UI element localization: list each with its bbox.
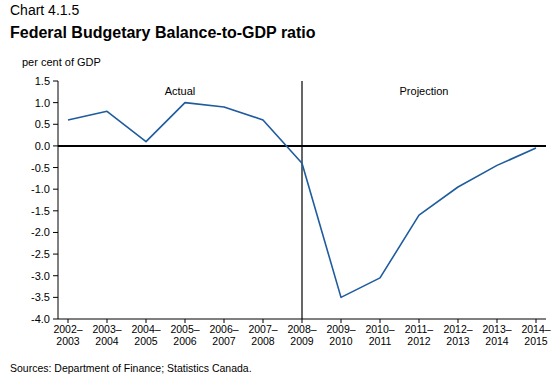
x-tick-label: 2006–2007	[209, 323, 238, 347]
x-tick-label-line: 2007	[212, 335, 236, 347]
y-tick-label: 0.0	[35, 140, 50, 152]
x-tick-label-line: 2013–	[482, 323, 511, 335]
x-tick-label: 2007–2008	[248, 323, 277, 347]
x-tick-label-line: 2009–	[326, 323, 355, 335]
annotation: Projection	[400, 85, 449, 97]
divider	[301, 81, 302, 319]
x-tick-label-line: 2007–	[248, 323, 277, 335]
y-axis-label: per cent of GDP	[22, 56, 101, 68]
x-tick-label-line: 2012–	[443, 323, 472, 335]
x-tick-label-line: 2005–	[170, 323, 199, 335]
y-tick	[53, 297, 58, 298]
x-tick-label: 2009–2010	[326, 323, 355, 347]
x-tick-label-line: 2015	[524, 335, 548, 347]
y-tick-label: 1.0	[35, 97, 50, 109]
x-tick-label-line: 2006	[173, 335, 197, 347]
x-tick-label-line: 2008–	[287, 323, 316, 335]
y-tick	[53, 145, 58, 146]
x-tick-label-line: 2013	[446, 335, 470, 347]
title: Federal Budgetary Balance-to-GDP ratio	[10, 24, 316, 41]
y-tick-label: -2.5	[31, 248, 50, 260]
x-tick-label-line: 2011–	[405, 323, 434, 335]
x-tick-label-line: 2008	[251, 335, 275, 347]
y-tick	[53, 167, 58, 168]
y-tick	[53, 232, 58, 233]
x-tick-label-line: 2004	[95, 335, 119, 347]
data-line	[68, 103, 536, 298]
x-tick-label: 2012–2013	[443, 323, 472, 347]
y-tick	[53, 189, 58, 190]
x-tick-label: 2004–2005	[131, 323, 160, 347]
y-tick	[53, 81, 58, 82]
x-tick-label: 2005–2006	[170, 323, 199, 347]
y-tick	[53, 275, 58, 276]
y-tick-label: -3.0	[31, 270, 50, 282]
y-tick	[53, 102, 58, 103]
x-tick-label-line: 2014–	[521, 323, 550, 335]
x-tick-label-line: 2006–	[209, 323, 238, 335]
y-tick	[53, 254, 58, 255]
y-tick-label: -3.5	[31, 291, 50, 303]
x-tick-label-line: 2005	[134, 335, 158, 347]
y-tick	[53, 319, 58, 320]
y-tick-label: 1.5	[35, 75, 50, 87]
x-tick-label-line: 2010–	[365, 323, 394, 335]
x-tick-label: 2008–2009	[287, 323, 316, 347]
y-tick	[53, 210, 58, 211]
y-tick-label: -2.0	[31, 226, 50, 238]
x-tick-label-line: 2003–	[92, 323, 121, 335]
x-tick-label-line: 2011	[369, 335, 392, 347]
x-tick-label: 2013–2014	[482, 323, 511, 347]
x-tick-label: 2011–2012	[405, 323, 434, 347]
x-tick-label: 2010–2011	[365, 323, 394, 347]
x-tick-label: 2002–2003	[53, 323, 82, 347]
x-tick-label-line: 2012	[407, 335, 431, 347]
x-tick-label-line: 2010	[329, 335, 353, 347]
y-tick-label: -0.5	[31, 162, 50, 174]
x-tick-label: 2014–2015	[521, 323, 550, 347]
y-tick-label: -1.0	[31, 183, 50, 195]
y-tick-label: -1.5	[31, 205, 50, 217]
x-tick-label: 2003–2004	[92, 323, 121, 347]
x-tick-label-line: 2009	[290, 335, 314, 347]
y-tick-label: -4.0	[31, 313, 50, 325]
chart: Chart 4.1.5 Federal Budgetary Balance-to-…	[0, 0, 560, 386]
x-tick-label-line: 2014	[485, 335, 509, 347]
chart-label: Chart 4.1.5	[10, 2, 79, 18]
y-tick-label: 0.5	[35, 118, 50, 130]
plot	[68, 103, 536, 298]
y-axis	[58, 81, 59, 319]
y-tick	[53, 124, 58, 125]
x-tick-label-line: 2002–	[53, 323, 82, 335]
source: Sources: Department of Finance; Statisti…	[10, 362, 252, 374]
x-tick-label-line: 2004–	[131, 323, 160, 335]
annotation: Actual	[165, 85, 196, 97]
x-tick-label-line: 2003	[56, 335, 80, 347]
